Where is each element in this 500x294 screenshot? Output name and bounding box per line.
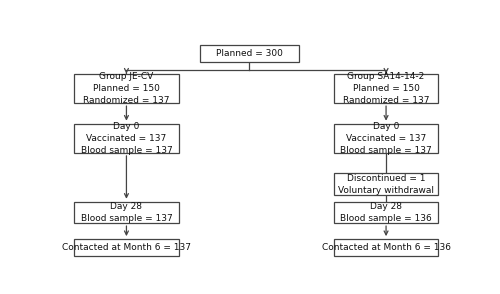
Text: Group SA14-14-2
Planned = 150
Randomized = 137: Group SA14-14-2 Planned = 150 Randomized… [343, 72, 430, 105]
Text: Contacted at Month 6 = 137: Contacted at Month 6 = 137 [62, 243, 191, 252]
FancyBboxPatch shape [334, 239, 438, 256]
Text: Day 0
Vaccinated = 137
Blood sample = 137: Day 0 Vaccinated = 137 Blood sample = 13… [340, 122, 432, 155]
Text: Planned = 300: Planned = 300 [216, 49, 283, 59]
FancyBboxPatch shape [74, 239, 179, 256]
FancyBboxPatch shape [334, 74, 438, 103]
FancyBboxPatch shape [334, 123, 438, 153]
FancyBboxPatch shape [74, 202, 179, 223]
Text: Day 0
Vaccinated = 137
Blood sample = 137: Day 0 Vaccinated = 137 Blood sample = 13… [80, 122, 172, 155]
FancyBboxPatch shape [334, 173, 438, 195]
Text: Day 28
Blood sample = 136: Day 28 Blood sample = 136 [340, 202, 432, 223]
FancyBboxPatch shape [334, 202, 438, 223]
Text: Discontinued = 1
Voluntary withdrawal: Discontinued = 1 Voluntary withdrawal [338, 173, 434, 195]
FancyBboxPatch shape [74, 74, 179, 103]
FancyBboxPatch shape [74, 123, 179, 153]
Text: Day 28
Blood sample = 137: Day 28 Blood sample = 137 [80, 202, 172, 223]
Text: Contacted at Month 6 = 136: Contacted at Month 6 = 136 [322, 243, 450, 252]
FancyBboxPatch shape [200, 46, 299, 62]
Text: Group JE-CV
Planned = 150
Randomized = 137: Group JE-CV Planned = 150 Randomized = 1… [83, 72, 170, 105]
